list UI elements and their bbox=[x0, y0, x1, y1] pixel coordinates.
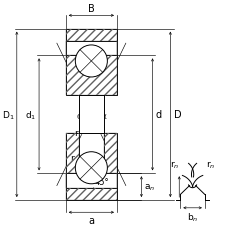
Text: α: α bbox=[76, 112, 82, 120]
Polygon shape bbox=[65, 30, 116, 56]
Text: b$_n$: b$_n$ bbox=[186, 211, 197, 223]
Text: α: α bbox=[100, 112, 106, 120]
Text: a: a bbox=[88, 215, 94, 225]
Polygon shape bbox=[65, 134, 116, 174]
Text: D: D bbox=[173, 110, 180, 120]
Text: r$_n$: r$_n$ bbox=[169, 159, 179, 170]
Text: d: d bbox=[155, 110, 161, 120]
Text: D$_1$: D$_1$ bbox=[2, 109, 14, 121]
Text: d$_1$: d$_1$ bbox=[25, 109, 36, 121]
Text: 45°: 45° bbox=[94, 177, 109, 186]
Text: r: r bbox=[74, 128, 77, 137]
Circle shape bbox=[75, 152, 107, 184]
Text: B: B bbox=[87, 4, 94, 14]
Text: r: r bbox=[70, 154, 74, 163]
Text: r$_n$: r$_n$ bbox=[205, 159, 214, 170]
Polygon shape bbox=[65, 56, 116, 96]
Circle shape bbox=[75, 46, 107, 78]
Polygon shape bbox=[65, 174, 116, 200]
Text: a$_n$: a$_n$ bbox=[143, 182, 155, 192]
